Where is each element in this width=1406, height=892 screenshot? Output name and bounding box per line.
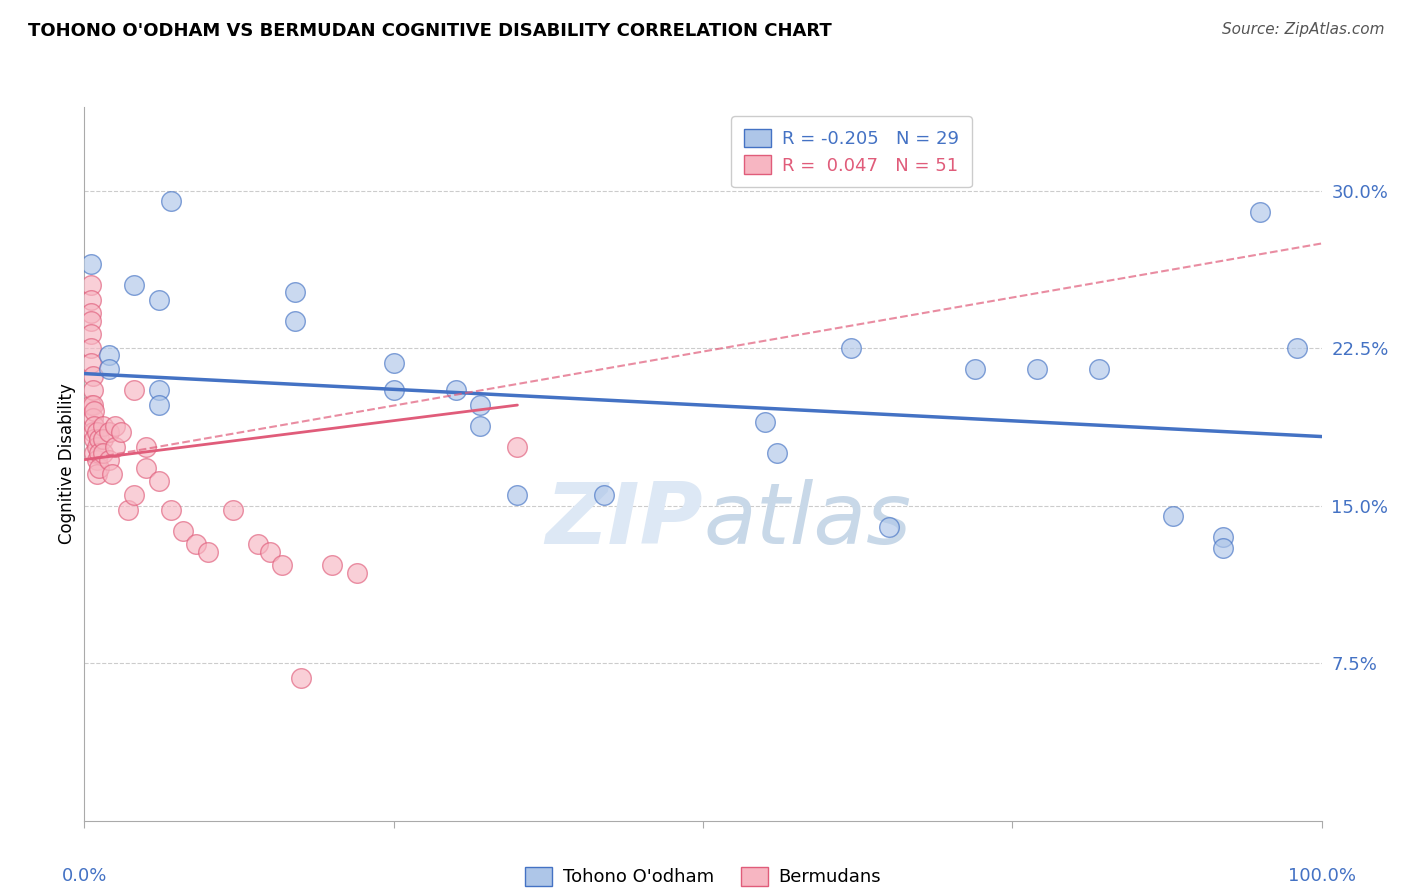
Point xyxy=(86,452,108,467)
Point xyxy=(506,488,529,502)
Point xyxy=(82,398,104,412)
Point xyxy=(148,474,170,488)
Point xyxy=(98,425,121,440)
Point xyxy=(246,536,269,550)
Point xyxy=(79,314,101,328)
Point xyxy=(79,356,101,370)
Text: ZIP: ZIP xyxy=(546,479,703,563)
Point xyxy=(135,461,157,475)
Point xyxy=(841,342,863,356)
Point xyxy=(1212,530,1234,544)
Text: 100.0%: 100.0% xyxy=(1288,867,1355,885)
Point xyxy=(79,278,101,293)
Point xyxy=(86,425,108,440)
Point xyxy=(197,545,219,559)
Point xyxy=(86,440,108,454)
Point xyxy=(89,432,111,446)
Point xyxy=(346,566,368,580)
Point xyxy=(259,545,281,559)
Point xyxy=(271,558,294,572)
Point xyxy=(184,536,207,550)
Point xyxy=(122,488,145,502)
Y-axis label: Cognitive Disability: Cognitive Disability xyxy=(58,384,76,544)
Point xyxy=(82,425,104,440)
Point xyxy=(86,467,108,482)
Point xyxy=(754,415,776,429)
Point xyxy=(877,520,900,534)
Point xyxy=(98,348,121,362)
Point xyxy=(104,419,127,434)
Point xyxy=(79,257,101,271)
Point xyxy=(284,314,307,328)
Point xyxy=(79,326,101,341)
Point xyxy=(91,419,114,434)
Point xyxy=(117,503,139,517)
Point xyxy=(82,410,104,425)
Point xyxy=(79,293,101,307)
Point xyxy=(160,194,183,209)
Point xyxy=(100,467,122,482)
Text: 0.0%: 0.0% xyxy=(62,867,107,885)
Point xyxy=(1161,509,1184,524)
Point xyxy=(222,503,245,517)
Point xyxy=(172,524,194,538)
Point xyxy=(83,404,105,418)
Point xyxy=(83,432,105,446)
Text: Source: ZipAtlas.com: Source: ZipAtlas.com xyxy=(1222,22,1385,37)
Point xyxy=(1249,205,1271,219)
Point xyxy=(89,446,111,460)
Point xyxy=(148,293,170,307)
Point xyxy=(83,419,105,434)
Point xyxy=(91,446,114,460)
Point xyxy=(122,384,145,398)
Point xyxy=(104,440,127,454)
Point xyxy=(470,419,492,434)
Point xyxy=(79,306,101,320)
Point xyxy=(82,368,104,383)
Point xyxy=(148,398,170,412)
Point xyxy=(290,671,312,685)
Point xyxy=(82,384,104,398)
Point xyxy=(506,440,529,454)
Legend: Tohono O'odham, Bermudans: Tohono O'odham, Bermudans xyxy=(517,860,889,892)
Point xyxy=(98,452,121,467)
Point xyxy=(135,440,157,454)
Point xyxy=(382,356,405,370)
Text: TOHONO O'ODHAM VS BERMUDAN COGNITIVE DISABILITY CORRELATION CHART: TOHONO O'ODHAM VS BERMUDAN COGNITIVE DIS… xyxy=(28,22,832,40)
Point xyxy=(1088,362,1111,376)
Point xyxy=(1285,342,1308,356)
Point xyxy=(766,446,789,460)
Point xyxy=(98,362,121,376)
Point xyxy=(965,362,987,376)
Point xyxy=(160,503,183,517)
Point xyxy=(1212,541,1234,555)
Point xyxy=(83,446,105,460)
Text: atlas: atlas xyxy=(703,479,911,563)
Point xyxy=(110,425,132,440)
Point xyxy=(593,488,616,502)
Point xyxy=(79,342,101,356)
Point xyxy=(444,384,467,398)
Point xyxy=(89,461,111,475)
Point xyxy=(321,558,343,572)
Point xyxy=(91,432,114,446)
Point xyxy=(470,398,492,412)
Point xyxy=(122,278,145,293)
Point xyxy=(1026,362,1049,376)
Point xyxy=(79,398,101,412)
Point xyxy=(148,384,170,398)
Point xyxy=(284,285,307,299)
Point xyxy=(382,384,405,398)
